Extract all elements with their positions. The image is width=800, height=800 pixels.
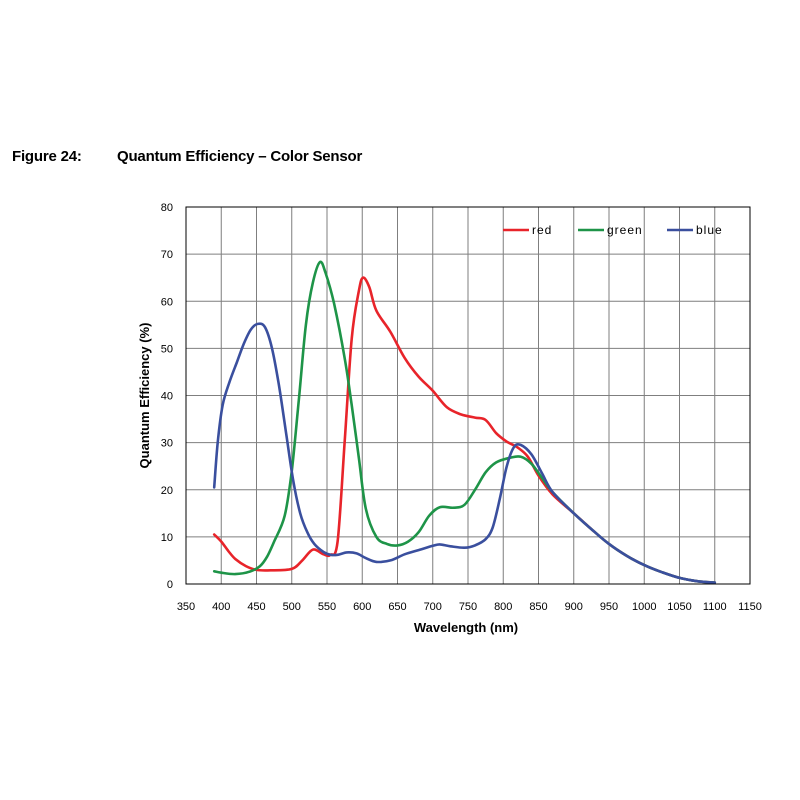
grid <box>185 206 751 585</box>
x-axis-title: Wavelength (nm) <box>414 620 518 635</box>
plot-area-frame <box>185 206 751 585</box>
series-line-green <box>212 260 717 584</box>
x-tick-label: 750 <box>459 601 477 613</box>
x-tick-label: 400 <box>212 601 230 613</box>
x-tick-label: 550 <box>318 601 336 613</box>
x-tick-label: 700 <box>424 601 442 613</box>
x-tick-label: 500 <box>283 601 301 613</box>
legend: red green blue <box>503 223 723 237</box>
legend-label-green: green <box>607 223 643 237</box>
y-axis-title: Quantum Efficiency (%) <box>137 323 152 469</box>
series-line-blue <box>212 322 717 584</box>
x-tick-label: 950 <box>600 601 618 613</box>
legend-label-blue: blue <box>696 223 723 237</box>
y-tick-label: 30 <box>161 438 173 450</box>
x-tick-label: 1050 <box>667 601 691 613</box>
y-tick-label: 10 <box>161 532 173 544</box>
figure-title: Quantum Efficiency – Color Sensor <box>117 148 363 165</box>
legend-label-red: red <box>532 223 552 237</box>
x-tick-label: 800 <box>494 601 512 613</box>
y-tick-label: 0 <box>167 579 173 591</box>
x-tick-label: 1100 <box>703 601 727 613</box>
series-lines <box>212 260 717 584</box>
x-tick-label: 1000 <box>632 601 656 613</box>
y-tick-label: 70 <box>161 249 173 261</box>
y-tick-label: 60 <box>161 296 173 308</box>
y-tick-label: 50 <box>161 343 173 355</box>
x-tick-label: 350 <box>177 601 195 613</box>
figure-label: Figure 24: <box>12 148 82 165</box>
x-tick-label: 600 <box>353 601 371 613</box>
x-tick-label: 900 <box>565 601 583 613</box>
x-tick-label: 850 <box>529 601 547 613</box>
y-tick-label: 40 <box>161 391 173 403</box>
x-tick-label: 1150 <box>738 601 762 613</box>
x-tick-label: 650 <box>388 601 406 613</box>
y-tick-label: 20 <box>161 485 173 497</box>
y-tick-label: 80 <box>161 202 173 214</box>
x-tick-label: 450 <box>247 601 265 613</box>
tick-labels: 350 400 450 500 550 600 650 700 750 800 850 900 950 1… <box>161 202 762 613</box>
